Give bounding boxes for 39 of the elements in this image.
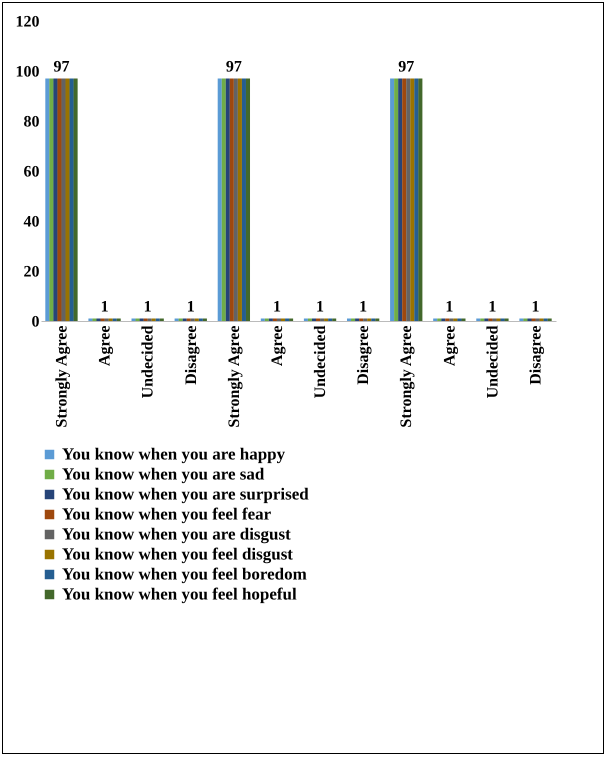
x-tick-label: Agree xyxy=(441,326,458,366)
data-label: 97 xyxy=(226,58,242,76)
y-tick-label: 20 xyxy=(24,264,40,280)
y-tick-label: 0 xyxy=(32,314,40,330)
data-label: 1 xyxy=(100,298,109,316)
x-tick-label: Undecided xyxy=(484,325,502,398)
y-tick-label: 60 xyxy=(24,164,40,180)
legend-label: You know when you feel disgust xyxy=(62,544,294,564)
y-tick-label: 100 xyxy=(16,64,40,80)
data-label: 97 xyxy=(53,58,70,76)
data-label: 1 xyxy=(144,298,152,316)
y-tick-label: 120 xyxy=(16,14,40,30)
data-label: 1 xyxy=(272,298,281,316)
legend-label: You know when you are disgust xyxy=(62,524,292,544)
x-tick-label: Agree xyxy=(96,326,114,366)
data-label: 1 xyxy=(445,298,454,316)
x-tick-label: Disagree xyxy=(355,326,372,385)
legend-label: You know when you are happy xyxy=(62,444,286,464)
data-label: 1 xyxy=(186,298,195,316)
legend-label: You know when you are sad xyxy=(62,464,265,484)
y-tick-label: 80 xyxy=(24,114,40,130)
data-label: 1 xyxy=(359,298,368,316)
data-label: 1 xyxy=(316,298,324,316)
x-tick-label: Strongly Agree xyxy=(398,326,416,428)
legend-label: You know when you feel boredom xyxy=(62,564,307,584)
y-tick-label: 40 xyxy=(24,214,40,230)
x-tick-label: Undecided xyxy=(140,325,157,398)
x-tick-label: Strongly Agree xyxy=(226,326,243,428)
x-tick-label: Agree xyxy=(268,326,286,366)
legend-label: You know when you are surprised xyxy=(62,484,310,504)
legend-label: You know when you feel hopeful xyxy=(62,584,298,604)
legend-label: You know when you feel fear xyxy=(62,504,272,524)
x-tick-label: Strongly Agree xyxy=(53,326,70,428)
x-tick-label: Disagree xyxy=(528,326,545,385)
x-tick-label: Undecided xyxy=(312,325,330,398)
data-label: 97 xyxy=(398,58,414,76)
data-label: 1 xyxy=(488,298,496,316)
x-tick-label: Disagree xyxy=(182,326,200,385)
data-label: 1 xyxy=(532,298,540,316)
